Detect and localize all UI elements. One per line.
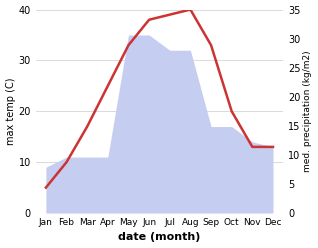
Y-axis label: med. precipitation (kg/m2): med. precipitation (kg/m2) [303, 51, 313, 172]
X-axis label: date (month): date (month) [118, 232, 201, 243]
Y-axis label: max temp (C): max temp (C) [5, 78, 16, 145]
